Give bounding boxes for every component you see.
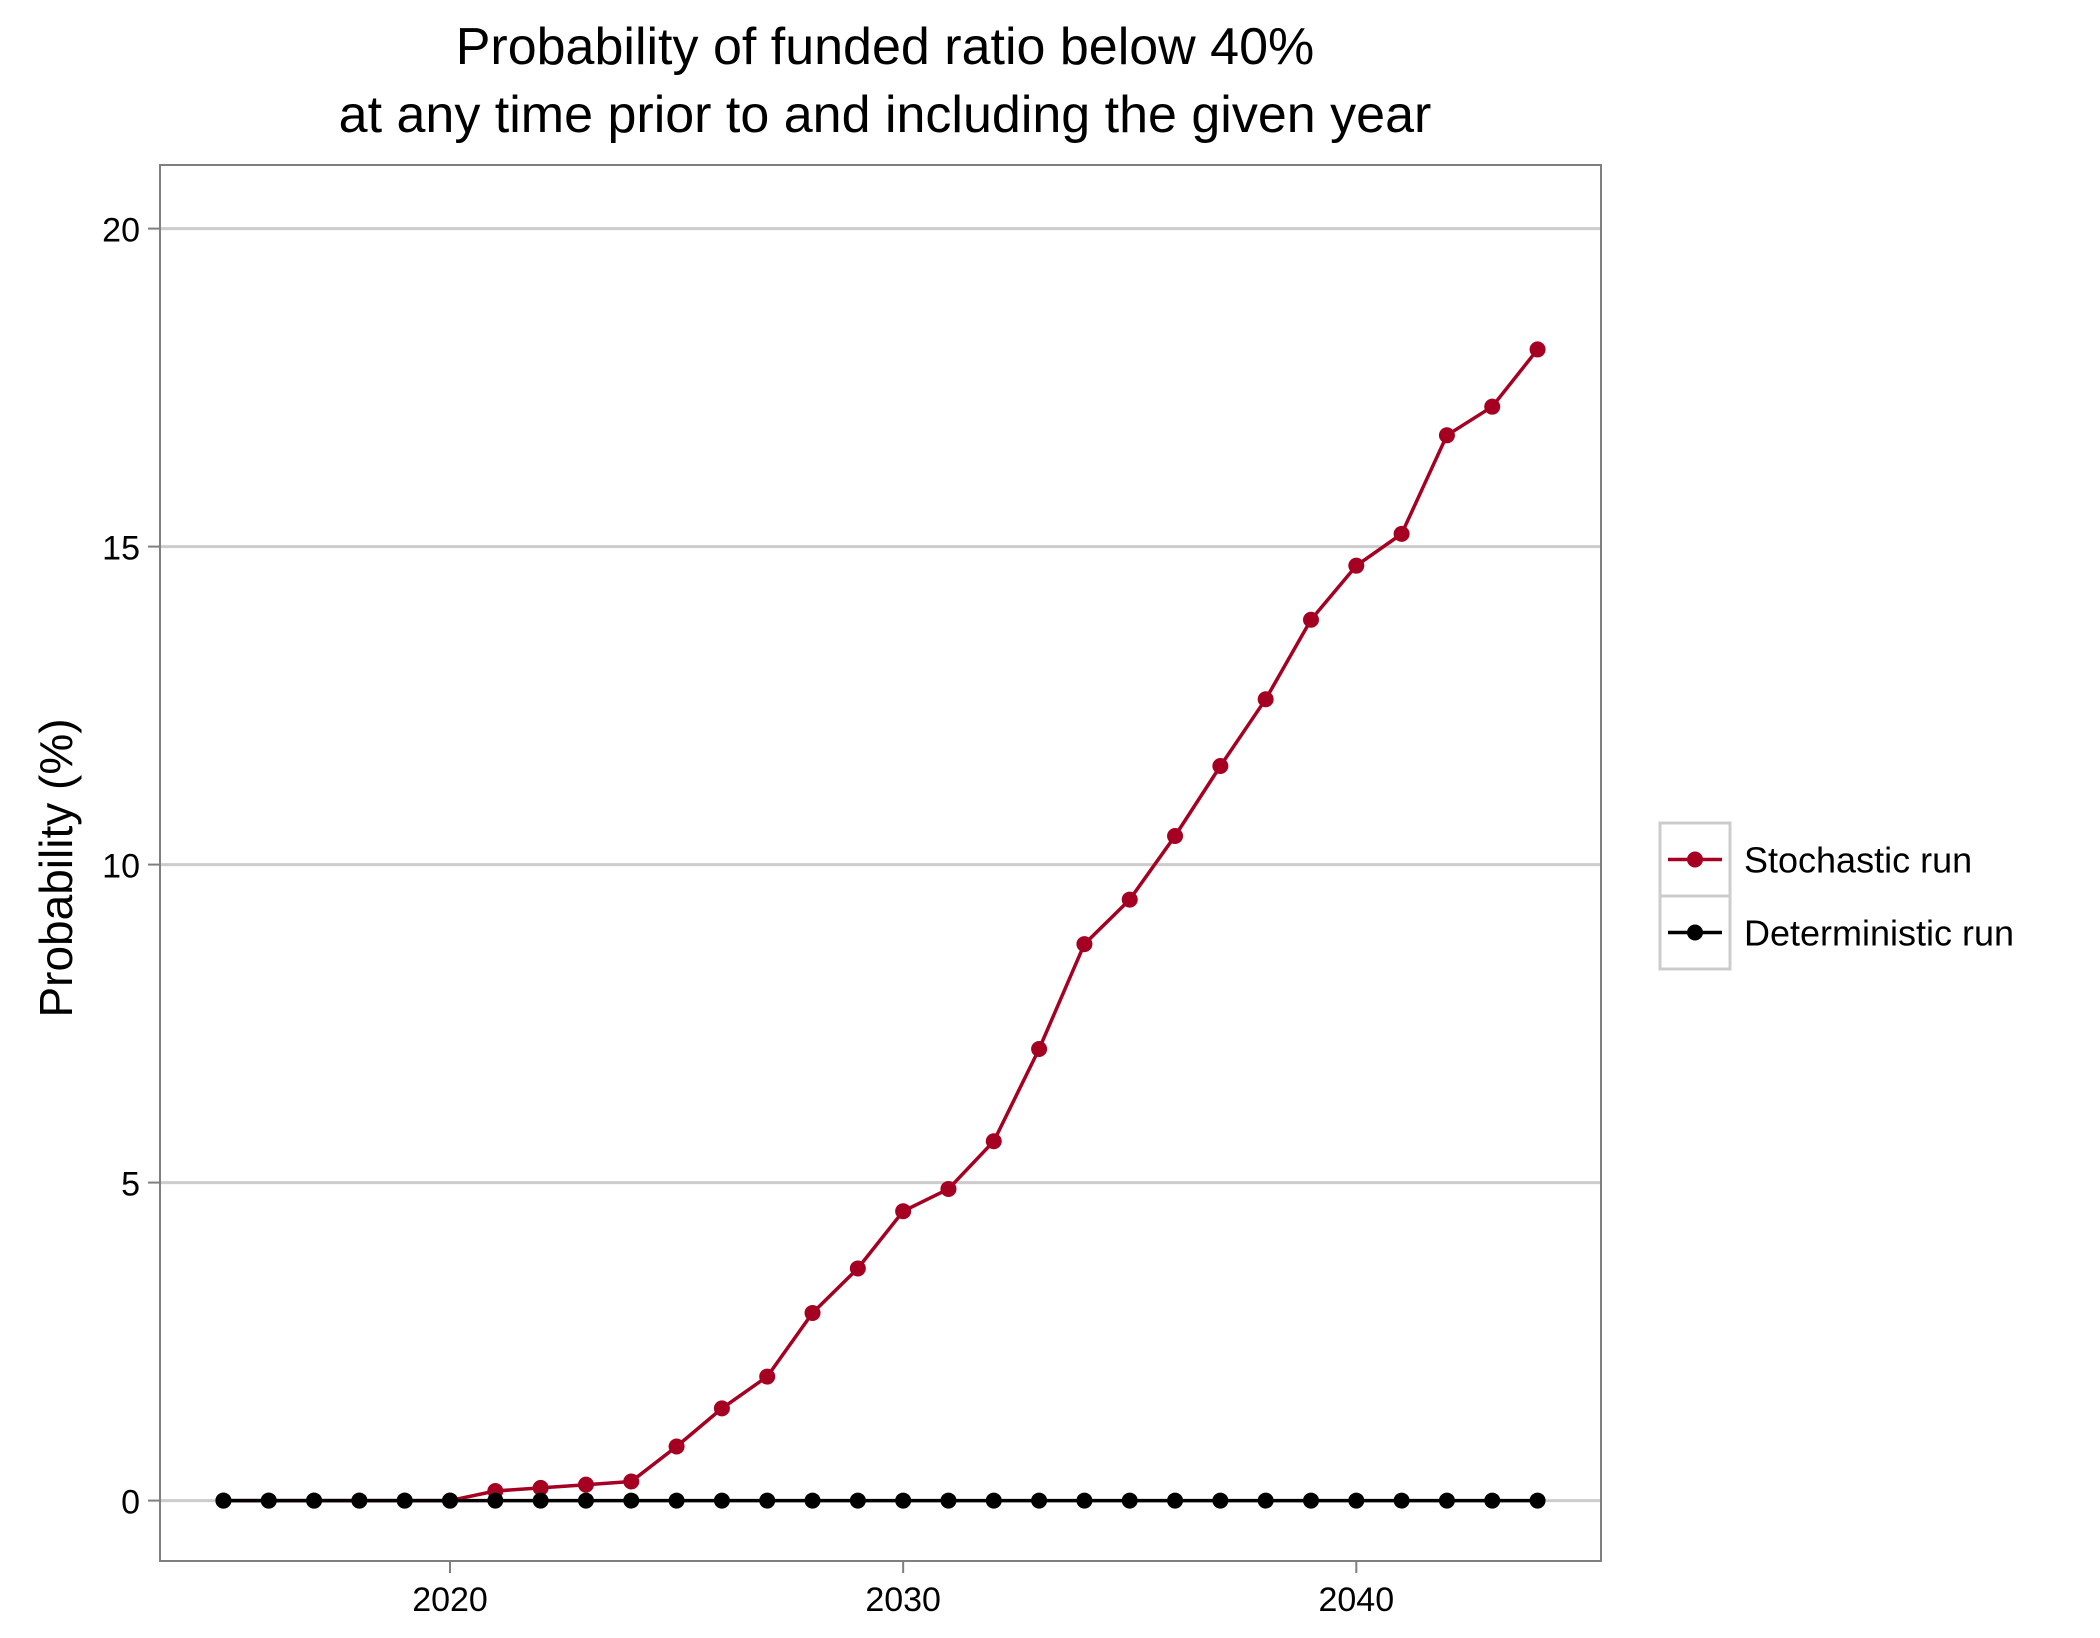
data-point-deterministic-run: [623, 1492, 640, 1509]
data-point-deterministic-run: [985, 1492, 1002, 1509]
data-point-stochastic-run: [849, 1260, 866, 1277]
data-point-stochastic-run: [577, 1476, 594, 1493]
chart-subtitle: at any time prior to and including the g…: [339, 86, 1432, 144]
data-point-stochastic-run: [668, 1438, 685, 1455]
data-point-deterministic-run: [1393, 1492, 1410, 1509]
y-axis-label: Probability (%): [30, 718, 82, 1017]
data-point-stochastic-run: [759, 1368, 776, 1385]
legend-label: Stochastic run: [1744, 840, 1972, 881]
y-tick-label: 10: [102, 848, 140, 886]
data-point-deterministic-run: [577, 1492, 594, 1509]
x-tick-label: 2040: [1318, 1581, 1394, 1619]
data-point-deterministic-run: [532, 1492, 549, 1509]
legend: Stochastic run Deterministic run: [1658, 821, 2014, 971]
series-deterministic-run: [215, 1492, 1546, 1509]
data-point-deterministic-run: [1076, 1492, 1093, 1509]
data-point-stochastic-run: [940, 1180, 957, 1197]
data-point-deterministic-run: [487, 1492, 504, 1509]
y-tick-label: 5: [121, 1166, 140, 1204]
data-point-deterministic-run: [1167, 1492, 1184, 1509]
data-point-deterministic-run: [1212, 1492, 1229, 1509]
y-tick-label: 0: [121, 1484, 140, 1522]
data-point-deterministic-run: [1438, 1492, 1455, 1509]
chart-title: Probability of funded ratio below 40%: [456, 18, 1315, 76]
data-point-deterministic-run: [849, 1492, 866, 1509]
data-point-stochastic-run: [1076, 936, 1093, 953]
plot-border: [159, 164, 1602, 1562]
data-point-stochastic-run: [1212, 758, 1229, 775]
data-point-deterministic-run: [442, 1492, 459, 1509]
data-point-deterministic-run: [668, 1492, 685, 1509]
data-point-deterministic-run: [1121, 1492, 1138, 1509]
data-point-deterministic-run: [940, 1492, 957, 1509]
data-point-stochastic-run: [713, 1400, 730, 1417]
data-point-deterministic-run: [1348, 1492, 1365, 1509]
x-tick-label: 2030: [865, 1581, 941, 1619]
data-point-stochastic-run: [895, 1203, 912, 1220]
data-point-stochastic-run: [804, 1304, 821, 1321]
series-layer: [215, 341, 1546, 1509]
data-point-deterministic-run: [1529, 1492, 1546, 1509]
legend-item-deterministic-run: Deterministic run: [1658, 894, 2014, 971]
legend-key-point: [1687, 851, 1703, 868]
data-point-deterministic-run: [713, 1492, 730, 1509]
data-point-stochastic-run: [1393, 525, 1410, 542]
data-point-stochastic-run: [623, 1473, 640, 1490]
data-point-stochastic-run: [1348, 557, 1365, 574]
data-point-stochastic-run: [985, 1133, 1002, 1150]
data-point-stochastic-run: [1167, 827, 1184, 844]
data-point-deterministic-run: [895, 1492, 912, 1509]
data-point-deterministic-run: [759, 1492, 776, 1509]
data-point-deterministic-run: [260, 1492, 277, 1509]
y-tick-label: 20: [102, 212, 140, 250]
series-line-stochastic-run: [223, 348, 1539, 1503]
series-stochastic-run: [215, 341, 1546, 1509]
legend-label: Deterministic run: [1744, 913, 2014, 954]
data-point-stochastic-run: [1438, 427, 1455, 444]
grid: [160, 227, 1601, 1503]
data-point-deterministic-run: [1257, 1492, 1274, 1509]
data-point-stochastic-run: [1031, 1041, 1048, 1058]
data-point-stochastic-run: [1257, 691, 1274, 708]
legend-key-point: [1687, 924, 1703, 941]
x-tick-label: 2020: [412, 1581, 488, 1619]
data-point-deterministic-run: [804, 1492, 821, 1509]
data-point-stochastic-run: [1302, 611, 1319, 628]
data-point-deterministic-run: [215, 1492, 232, 1509]
data-point-deterministic-run: [351, 1492, 368, 1509]
data-point-stochastic-run: [1121, 891, 1138, 908]
data-point-stochastic-run: [1529, 341, 1546, 358]
y-tick-label: 15: [102, 530, 140, 568]
data-point-stochastic-run: [1484, 398, 1501, 415]
legend-item-stochastic-run: Stochastic run: [1658, 821, 1972, 898]
data-point-deterministic-run: [306, 1492, 323, 1509]
data-point-deterministic-run: [1031, 1492, 1048, 1509]
data-point-deterministic-run: [1302, 1492, 1319, 1509]
data-point-stochastic-run: [532, 1479, 549, 1496]
data-point-deterministic-run: [396, 1492, 413, 1509]
data-point-deterministic-run: [1484, 1492, 1501, 1509]
